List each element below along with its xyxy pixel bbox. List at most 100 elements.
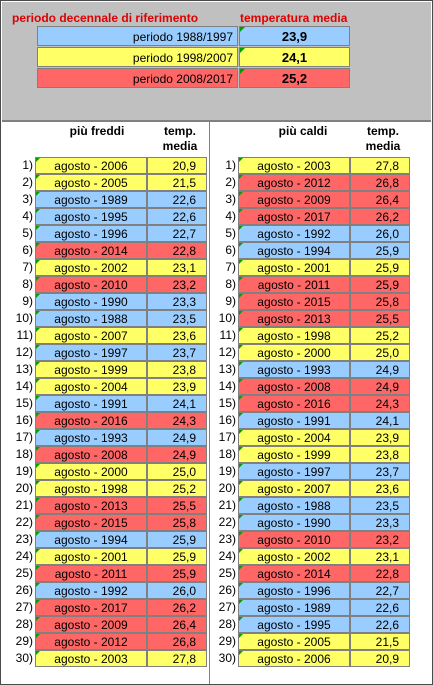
month-year-cell[interactable]: agosto - 2014	[238, 565, 350, 582]
temperature-cell[interactable]: 22,7	[350, 582, 410, 599]
month-year-cell[interactable]: agosto - 1997	[238, 463, 350, 480]
temperature-cell[interactable]: 23,9	[147, 378, 207, 395]
temperature-cell[interactable]: 26,0	[147, 582, 207, 599]
month-year-cell[interactable]: agosto - 2009	[35, 616, 147, 633]
temperature-cell[interactable]: 23,9	[350, 429, 410, 446]
temperature-cell[interactable]: 25,9	[147, 531, 207, 548]
temperature-cell[interactable]: 23,7	[350, 463, 410, 480]
temperature-cell[interactable]: 23,6	[147, 327, 207, 344]
temperature-cell[interactable]: 26,4	[147, 616, 207, 633]
month-year-cell[interactable]: agosto - 1991	[35, 395, 147, 412]
temperature-cell[interactable]: 23,5	[350, 497, 410, 514]
month-year-cell[interactable]: agosto - 2004	[238, 429, 350, 446]
month-year-cell[interactable]: agosto - 2006	[35, 157, 147, 174]
temperature-cell[interactable]: 24,9	[147, 429, 207, 446]
month-year-cell[interactable]: agosto - 1997	[35, 344, 147, 361]
temperature-cell[interactable]: 20,9	[350, 650, 410, 667]
temperature-cell[interactable]: 23,1	[350, 548, 410, 565]
month-year-cell[interactable]: agosto - 1999	[238, 446, 350, 463]
temperature-cell[interactable]: 25,0	[147, 463, 207, 480]
temperature-cell[interactable]: 23,3	[350, 514, 410, 531]
temperature-cell[interactable]: 22,6	[350, 616, 410, 633]
month-year-cell[interactable]: agosto - 1993	[238, 361, 350, 378]
month-year-cell[interactable]: agosto - 2011	[238, 276, 350, 293]
month-year-cell[interactable]: agosto - 2016	[238, 395, 350, 412]
month-year-cell[interactable]: agosto - 2015	[238, 293, 350, 310]
temperature-cell[interactable]: 24,1	[350, 412, 410, 429]
month-year-cell[interactable]: agosto - 1988	[35, 310, 147, 327]
month-year-cell[interactable]: agosto - 1990	[238, 514, 350, 531]
temperature-cell[interactable]: 23,8	[350, 446, 410, 463]
temperature-cell[interactable]: 26,0	[350, 225, 410, 242]
month-year-cell[interactable]: agosto - 1999	[35, 361, 147, 378]
month-year-cell[interactable]: agosto - 2016	[35, 412, 147, 429]
month-year-cell[interactable]: agosto - 1988	[238, 497, 350, 514]
temperature-cell[interactable]: 24,3	[350, 395, 410, 412]
month-year-cell[interactable]: agosto - 2012	[238, 174, 350, 191]
temperature-cell[interactable]: 23,2	[350, 531, 410, 548]
month-year-cell[interactable]: agosto - 2013	[238, 310, 350, 327]
month-year-cell[interactable]: agosto - 2017	[238, 208, 350, 225]
month-year-cell[interactable]: agosto - 1993	[35, 429, 147, 446]
reference-temp-cell[interactable]: 25,2	[239, 68, 350, 88]
month-year-cell[interactable]: agosto - 2015	[35, 514, 147, 531]
temperature-cell[interactable]: 25,2	[350, 327, 410, 344]
month-year-cell[interactable]: agosto - 2013	[35, 497, 147, 514]
temperature-cell[interactable]: 25,0	[350, 344, 410, 361]
temperature-cell[interactable]: 22,8	[350, 565, 410, 582]
month-year-cell[interactable]: agosto - 1992	[35, 582, 147, 599]
month-year-cell[interactable]: agosto - 1996	[238, 582, 350, 599]
month-year-cell[interactable]: agosto - 2010	[238, 531, 350, 548]
month-year-cell[interactable]: agosto - 2004	[35, 378, 147, 395]
temperature-cell[interactable]: 26,2	[350, 208, 410, 225]
month-year-cell[interactable]: agosto - 2007	[238, 480, 350, 497]
month-year-cell[interactable]: agosto - 2011	[35, 565, 147, 582]
month-year-cell[interactable]: agosto - 1998	[238, 327, 350, 344]
reference-temp-cell[interactable]: 23,9	[239, 26, 350, 46]
temperature-cell[interactable]: 25,5	[350, 310, 410, 327]
month-year-cell[interactable]: agosto - 1994	[238, 242, 350, 259]
temperature-cell[interactable]: 21,5	[350, 633, 410, 650]
temperature-cell[interactable]: 23,3	[147, 293, 207, 310]
month-year-cell[interactable]: agosto - 2010	[35, 276, 147, 293]
month-year-cell[interactable]: agosto - 2006	[238, 650, 350, 667]
temperature-cell[interactable]: 22,6	[147, 191, 207, 208]
month-year-cell[interactable]: agosto - 2008	[35, 446, 147, 463]
month-year-cell[interactable]: agosto - 1994	[35, 531, 147, 548]
month-year-cell[interactable]: agosto - 2005	[35, 174, 147, 191]
month-year-cell[interactable]: agosto - 2001	[238, 259, 350, 276]
temperature-cell[interactable]: 23,1	[147, 259, 207, 276]
temperature-cell[interactable]: 23,8	[147, 361, 207, 378]
month-year-cell[interactable]: agosto - 2005	[238, 633, 350, 650]
month-year-cell[interactable]: agosto - 1998	[35, 480, 147, 497]
temperature-cell[interactable]: 25,8	[147, 514, 207, 531]
month-year-cell[interactable]: agosto - 2001	[35, 548, 147, 565]
temperature-cell[interactable]: 22,6	[147, 208, 207, 225]
temperature-cell[interactable]: 26,8	[147, 633, 207, 650]
month-year-cell[interactable]: agosto - 1992	[238, 225, 350, 242]
temperature-cell[interactable]: 23,2	[147, 276, 207, 293]
month-year-cell[interactable]: agosto - 2000	[35, 463, 147, 480]
temperature-cell[interactable]: 26,4	[350, 191, 410, 208]
temperature-cell[interactable]: 23,6	[350, 480, 410, 497]
month-year-cell[interactable]: agosto - 1991	[238, 412, 350, 429]
temperature-cell[interactable]: 24,1	[147, 395, 207, 412]
temperature-cell[interactable]: 25,9	[350, 276, 410, 293]
month-year-cell[interactable]: agosto - 2008	[238, 378, 350, 395]
temperature-cell[interactable]: 25,2	[147, 480, 207, 497]
reference-period-cell[interactable]: periodo 1988/1997	[37, 26, 238, 46]
temperature-cell[interactable]: 22,6	[350, 599, 410, 616]
temperature-cell[interactable]: 24,9	[350, 361, 410, 378]
reference-period-cell[interactable]: periodo 1998/2007	[37, 47, 238, 67]
month-year-cell[interactable]: agosto - 2009	[238, 191, 350, 208]
month-year-cell[interactable]: agosto - 2007	[35, 327, 147, 344]
temperature-cell[interactable]: 24,9	[147, 446, 207, 463]
month-year-cell[interactable]: agosto - 2000	[238, 344, 350, 361]
temperature-cell[interactable]: 24,3	[147, 412, 207, 429]
temperature-cell[interactable]: 25,5	[147, 497, 207, 514]
temperature-cell[interactable]: 22,8	[147, 242, 207, 259]
temperature-cell[interactable]: 25,9	[147, 548, 207, 565]
reference-period-cell[interactable]: periodo 2008/2017	[37, 68, 238, 88]
month-year-cell[interactable]: agosto - 1996	[35, 225, 147, 242]
temperature-cell[interactable]: 27,8	[147, 650, 207, 667]
